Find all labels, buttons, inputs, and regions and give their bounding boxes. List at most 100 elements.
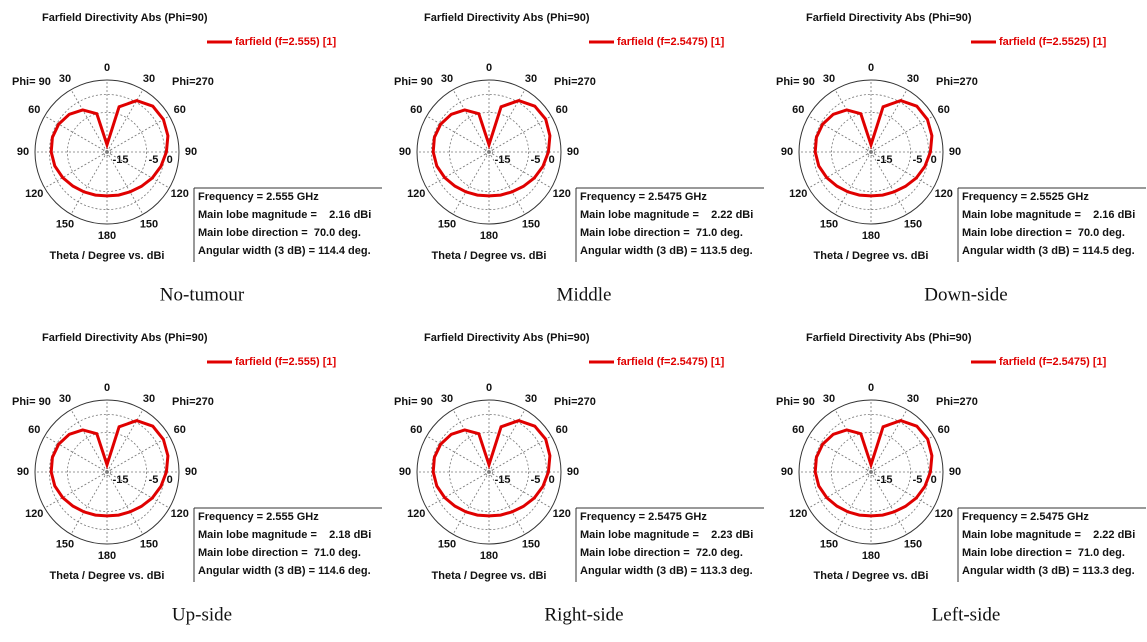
phi-label: Phi=270: [172, 76, 214, 88]
pattern-curve: [813, 419, 934, 518]
theta-tick-label: 90: [17, 146, 29, 158]
info-line: Frequency = 2.5475 GHz: [580, 191, 707, 203]
grid-spoke: [488, 409, 526, 473]
theta-tick-label: 60: [938, 424, 950, 436]
grid-spoke: [106, 151, 170, 189]
caption: Left-side: [932, 604, 1001, 625]
legend-label: farfield (f=2.555) [1]: [235, 356, 337, 368]
theta-tick-label: 90: [781, 146, 793, 158]
r-tick-label: 0: [549, 474, 555, 486]
grid-spoke: [106, 151, 144, 215]
grid-spoke: [834, 89, 872, 153]
theta-tick-label: 120: [407, 508, 425, 520]
theta-tick-label: 150: [820, 219, 838, 231]
info-line: Main lobe direction = 71.0 deg.: [580, 227, 743, 239]
phi-label: Phi=270: [554, 396, 596, 408]
theta-tick-label: 120: [171, 188, 189, 200]
r-tick-label: 0: [931, 154, 937, 166]
theta-tick-label: 90: [949, 146, 961, 158]
grid-spoke: [70, 409, 108, 473]
legend-label: farfield (f=2.5525) [1]: [999, 36, 1107, 48]
chart-title: Farfield Directivity Abs (Phi=90): [42, 12, 208, 24]
theta-tick-label: 30: [907, 73, 919, 85]
theta-tick-label: 0: [868, 382, 874, 394]
theta-tick-label: 150: [522, 219, 540, 231]
theta-tick-label: 90: [949, 466, 961, 478]
panel: Farfield Directivity Abs (Phi=90) -15 -5 0 0…: [394, 332, 764, 625]
chart-title: Farfield Directivity Abs (Phi=90): [424, 332, 590, 344]
info-line: Angular width (3 dB) = 114.4 deg.: [198, 245, 371, 257]
info-line: Main lobe magnitude = 2.22 dBi: [962, 529, 1135, 541]
theta-tick-label: 150: [56, 219, 74, 231]
axis-label: Theta / Degree vs. dBi: [50, 250, 165, 262]
theta-tick-label: 180: [480, 550, 498, 562]
grid-spoke: [808, 471, 872, 509]
theta-tick-label: 120: [789, 508, 807, 520]
grid-spoke: [488, 115, 552, 153]
grid-spoke: [808, 151, 872, 189]
theta-tick-label: 30: [143, 73, 155, 85]
phi-label: Phi=270: [936, 76, 978, 88]
polar-frame: [416, 79, 562, 225]
theta-tick-label: 90: [781, 466, 793, 478]
r-tick-label: 0: [167, 474, 173, 486]
panel: Farfield Directivity Abs (Phi=90) -15 -5 0 0…: [12, 12, 382, 305]
caption: Right-side: [544, 604, 623, 625]
theta-tick-label: 0: [868, 62, 874, 74]
grid-spoke: [452, 409, 490, 473]
theta-tick-label: 30: [525, 393, 537, 405]
pattern-curve: [49, 99, 170, 198]
theta-tick-label: 0: [104, 62, 110, 74]
phi-label: Phi=270: [554, 76, 596, 88]
theta-tick-label: 60: [174, 104, 186, 116]
grid-circle: [449, 112, 529, 192]
grid-spoke: [488, 89, 526, 153]
info-line: Angular width (3 dB) = 113.3 deg.: [962, 565, 1135, 577]
theta-tick-label: 120: [553, 508, 571, 520]
grid-spoke: [870, 409, 908, 473]
theta-tick-label: 180: [98, 550, 116, 562]
info-line: Main lobe magnitude = 2.18 dBi: [198, 529, 371, 541]
axis-label: Theta / Degree vs. dBi: [432, 250, 547, 262]
theta-tick-label: 0: [486, 382, 492, 394]
r-tick-label: 0: [931, 474, 937, 486]
theta-tick-label: 150: [438, 219, 456, 231]
grid-spoke: [870, 435, 934, 473]
theta-tick-label: 60: [410, 424, 422, 436]
theta-tick-label: 120: [935, 188, 953, 200]
info-line: Frequency = 2.5475 GHz: [580, 511, 707, 523]
theta-tick-label: 30: [441, 73, 453, 85]
theta-tick-label: 150: [522, 539, 540, 551]
chart-title: Farfield Directivity Abs (Phi=90): [806, 12, 972, 24]
axis-label: Theta / Degree vs. dBi: [814, 570, 929, 582]
theta-tick-label: 60: [410, 104, 422, 116]
theta-tick-label: 120: [935, 508, 953, 520]
polar-frame: [416, 399, 562, 545]
legend-label: farfield (f=2.5475) [1]: [999, 356, 1107, 368]
info-line: Frequency = 2.555 GHz: [198, 511, 319, 523]
polar-frame: [34, 399, 180, 545]
grid-spoke: [106, 409, 144, 473]
theta-tick-label: 30: [907, 393, 919, 405]
theta-tick-label: 90: [567, 466, 579, 478]
r-tick-label: -15: [877, 474, 893, 486]
grid-spoke: [70, 89, 108, 153]
caption: Middle: [557, 284, 612, 305]
theta-tick-label: 30: [59, 393, 71, 405]
info-line: Main lobe magnitude = 2.16 dBi: [198, 209, 371, 221]
panel: Farfield Directivity Abs (Phi=90) -15 -5 0 0…: [776, 12, 1146, 305]
grid-spoke: [452, 89, 490, 153]
grid-spoke: [834, 151, 872, 215]
theta-tick-label: 120: [553, 188, 571, 200]
theta-tick-label: 90: [567, 146, 579, 158]
axis-label: Theta / Degree vs. dBi: [432, 570, 547, 582]
r-tick-label: -15: [877, 154, 893, 166]
grid-spoke: [452, 471, 490, 535]
grid-spoke: [106, 471, 170, 509]
r-tick-label: 0: [549, 154, 555, 166]
phi-label: Phi= 90: [394, 396, 433, 408]
phi-label: Phi= 90: [12, 76, 51, 88]
grid-spoke: [870, 89, 908, 153]
panel: Farfield Directivity Abs (Phi=90) -15 -5 0 0…: [394, 12, 764, 305]
panel: Farfield Directivity Abs (Phi=90) -15 -5 0 0…: [12, 332, 382, 625]
